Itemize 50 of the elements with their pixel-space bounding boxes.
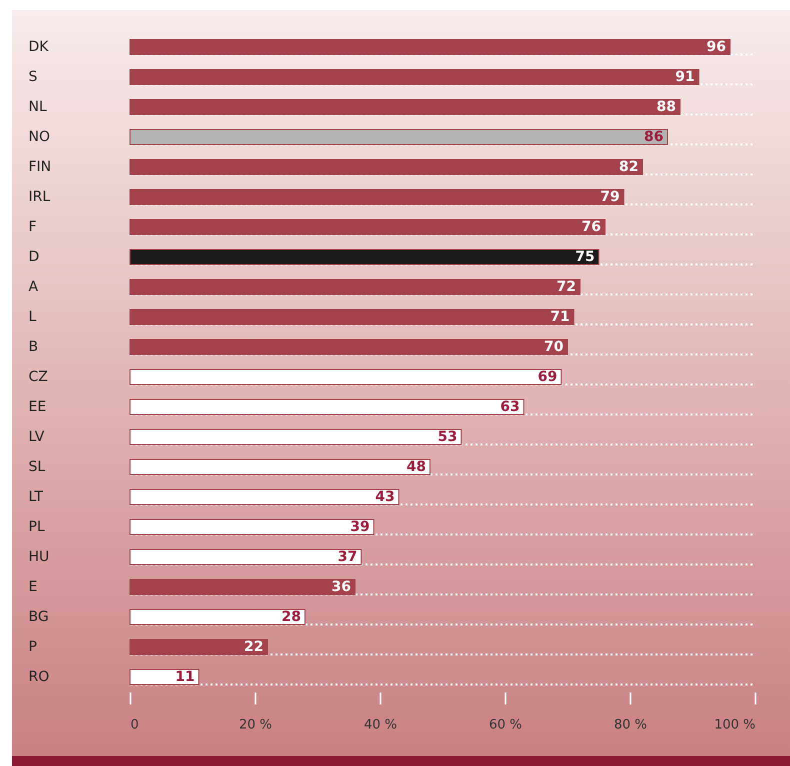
data-label: 48: [406, 459, 426, 475]
data-label: 39: [350, 519, 370, 535]
y-tick-label: CZ: [28, 369, 48, 385]
x-tick-label: 80 %: [614, 718, 648, 732]
y-tick-label: EE: [28, 399, 46, 415]
data-label: 70: [544, 339, 564, 355]
y-tick-label: D: [28, 249, 40, 265]
y-tick-label: NO: [28, 129, 50, 145]
x-tick-label: 40 %: [364, 718, 398, 732]
y-tick-label: S: [28, 69, 38, 85]
data-label: 79: [600, 189, 620, 205]
data-label: 36: [332, 579, 351, 595]
y-tick-label: SL: [28, 459, 46, 475]
x-tick-label: 0: [130, 718, 139, 732]
data-label: 86: [644, 129, 664, 145]
y-tick-label: NL: [28, 99, 47, 115]
data-label: 22: [244, 639, 264, 655]
y-tick-label: RO: [28, 669, 50, 685]
y-tick-label: PL: [28, 519, 45, 535]
y-tick-label: BG: [28, 609, 49, 625]
y-tick-label: B: [28, 339, 38, 355]
data-label: 63: [500, 399, 520, 415]
data-label: 88: [656, 99, 676, 115]
data-label: 75: [575, 249, 595, 265]
data-label: 69: [538, 369, 558, 385]
y-tick-label: L: [28, 309, 36, 325]
x-tick-label: 100 %: [714, 718, 756, 732]
data-label: 96: [706, 39, 726, 55]
y-tick-label: LV: [28, 429, 45, 445]
y-tick-label: IRL: [28, 189, 50, 205]
data-label: 82: [619, 159, 638, 175]
data-label: 76: [582, 219, 601, 235]
data-label: 91: [675, 69, 695, 85]
y-tick-label: A: [28, 279, 38, 295]
y-tick-label: F: [28, 219, 37, 235]
data-label: 28: [282, 609, 301, 625]
data-label: 71: [550, 309, 570, 325]
data-label: 53: [438, 429, 458, 445]
y-tick-label: LT: [28, 489, 44, 505]
data-label: 72: [556, 279, 576, 295]
y-tick-label: E: [28, 579, 38, 595]
data-label: 43: [375, 489, 395, 505]
x-tick-label: 20 %: [238, 718, 272, 732]
y-tick-label: HU: [28, 549, 50, 565]
y-tick-label: FIN: [28, 159, 52, 175]
x-tick-label: 60 %: [488, 718, 522, 732]
data-label: 37: [338, 549, 358, 565]
data-label: 11: [175, 669, 195, 685]
y-tick-label: P: [28, 639, 37, 655]
y-tick-label: DK: [28, 39, 50, 55]
